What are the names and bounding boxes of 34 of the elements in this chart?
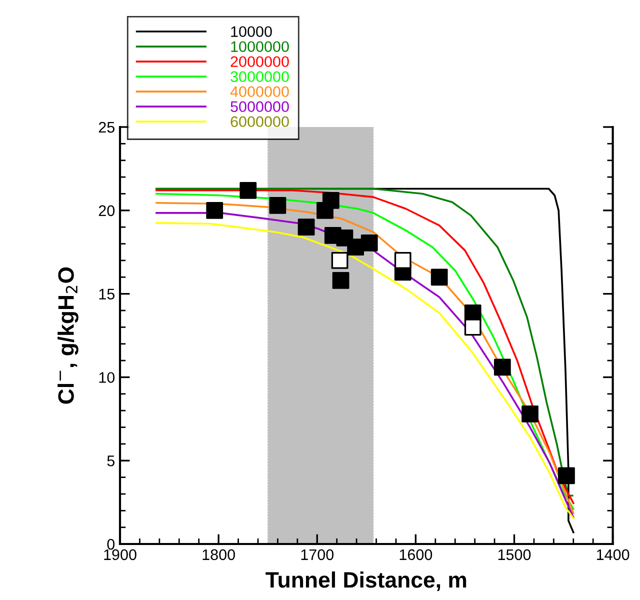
x-tick-label: 1400 <box>596 549 630 560</box>
point <box>332 272 350 289</box>
point <box>269 196 286 214</box>
legend-label: 4000000 <box>230 86 289 98</box>
point <box>558 467 575 484</box>
y-tick-label: 25 <box>98 122 114 133</box>
y-tick-label: 5 <box>107 456 114 466</box>
x-tick-label: 1800 <box>202 549 235 560</box>
point <box>360 234 378 252</box>
y-tick-label: 0 <box>107 538 115 550</box>
legend-label: 6000000 <box>230 116 289 128</box>
legend-label: 10000 <box>231 26 272 38</box>
point <box>430 268 448 286</box>
point <box>522 405 538 422</box>
point <box>322 192 340 209</box>
x-tick-label: 1500 <box>498 549 531 560</box>
point <box>394 252 412 269</box>
x-axis-title: Tunnel Distance, m <box>266 571 466 591</box>
y-tick-label: 15 <box>99 288 114 300</box>
y-axis-title: Cl$^{−}$, g/kgH$_{2}$O <box>58 267 78 404</box>
legend-label: 2000000 <box>230 56 289 68</box>
x-tick-label: 1900 <box>104 549 136 560</box>
legend-label: 1000000 <box>231 41 289 52</box>
point <box>331 252 348 269</box>
point <box>240 182 257 199</box>
point <box>494 358 511 376</box>
y-tick-label: 10 <box>99 372 115 383</box>
x-tick-label: 1600 <box>400 549 432 560</box>
y-tick-label: 20 <box>98 205 115 216</box>
legend-label: 5000000 <box>230 101 289 112</box>
legend-label: 3000000 <box>230 71 289 82</box>
x-tick-label: 1700 <box>301 549 334 560</box>
point <box>206 202 224 219</box>
point <box>298 218 315 236</box>
